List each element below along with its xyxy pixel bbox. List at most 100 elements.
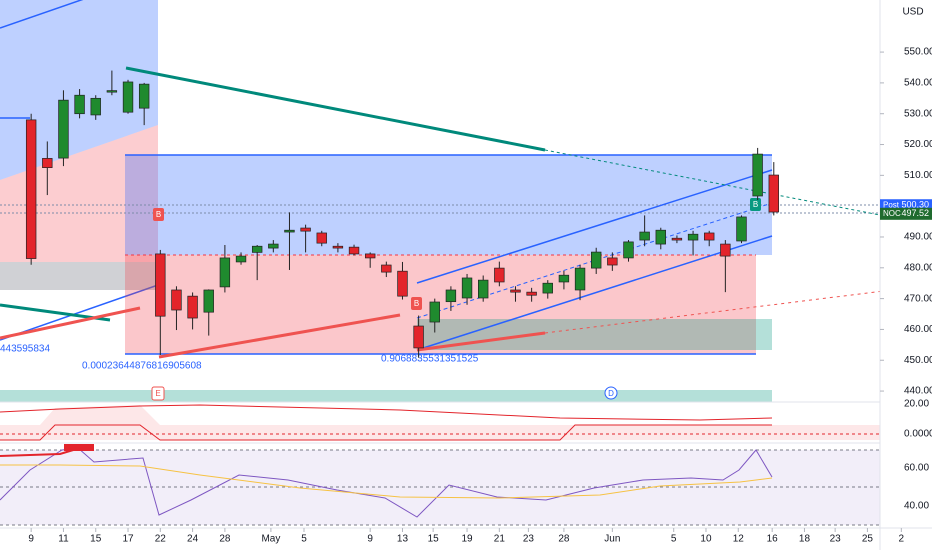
x-tick-label: 17 (122, 534, 134, 545)
x-tick-label: 9 (28, 534, 34, 545)
candle-body (364, 253, 376, 259)
event: E (155, 389, 160, 398)
candle-body (574, 267, 586, 291)
candle-body (704, 232, 715, 241)
x-tick-label: 25 (862, 534, 874, 545)
candle-body (639, 231, 650, 241)
x-tick-label: 10 (700, 534, 712, 545)
indicator-line (0, 424, 772, 441)
candle-body (768, 174, 779, 213)
x-tick-label: 12 (733, 534, 745, 545)
candle-body (752, 153, 763, 197)
candle-body (510, 289, 521, 293)
x-tick-label: 13 (397, 534, 409, 545)
x-tick-label: 5 (671, 534, 677, 545)
y-tick-label: 440.00 (904, 386, 932, 397)
x-tick-label: 16 (767, 534, 779, 545)
candle-body (171, 289, 182, 311)
y-tick-label: 450.00 (904, 355, 932, 366)
candle-body (25, 119, 37, 259)
price-axis (880, 0, 932, 550)
candle-body (316, 232, 327, 244)
candle-body (687, 233, 699, 241)
price-tag (880, 207, 932, 220)
price-tag-label: 500.30 (901, 200, 929, 210)
candle-body (607, 257, 618, 266)
candle-body (284, 229, 295, 233)
candle-body (268, 243, 279, 249)
x-tick-label: 21 (494, 534, 506, 545)
x-tick-label: 19 (461, 534, 473, 545)
x-tick-label: 2 (899, 534, 905, 545)
y-tick-label: 510.00 (904, 170, 932, 181)
x-tick-label: 28 (558, 534, 570, 545)
x-tick-label: 18 (799, 534, 811, 545)
indicator-line (0, 447, 773, 518)
candle-body (623, 241, 634, 259)
indicator-tick: 60.00 (904, 463, 929, 474)
candle-body (736, 216, 747, 242)
event: D (608, 389, 614, 398)
candle-body (219, 257, 231, 288)
candle-body (526, 291, 537, 296)
drawing-line (416, 169, 773, 284)
y-tick-label: 490.00 (904, 232, 932, 243)
signal-badge (411, 297, 422, 310)
candle-body (494, 267, 505, 283)
candle-body (542, 282, 553, 294)
candle-body (381, 264, 392, 273)
y-tick-label: 460.00 (904, 324, 932, 335)
event-badge (604, 386, 618, 400)
candle-body (251, 245, 263, 253)
y-tick-label: 530.00 (904, 108, 932, 119)
candle-body (332, 245, 344, 249)
x-tick-label: 28 (219, 534, 231, 545)
indicator-tick: 40.00 (904, 501, 929, 512)
x-tick-label: 23 (830, 534, 842, 545)
candle-body (655, 229, 666, 245)
candle-body (106, 90, 118, 93)
trend-line (0, 306, 141, 340)
currency: USD (902, 7, 923, 18)
x-tick-label: 15 (90, 534, 102, 545)
candle-body (42, 158, 53, 168)
trend-line (158, 313, 401, 359)
y-tick-label: 540.00 (904, 78, 932, 89)
zone (417, 319, 772, 350)
channel-fill (0, 125, 158, 262)
annotation: 0.9068835531351525 (381, 354, 479, 365)
y-tick-label: 480.00 (904, 262, 932, 273)
indicator-tick: 20.00 (904, 399, 929, 410)
candle-body (203, 289, 214, 313)
signal-badge (750, 198, 761, 211)
candle-body (58, 99, 69, 159)
candle-body (671, 237, 683, 241)
x-tick-label: Jun (604, 534, 620, 545)
candle-body (122, 81, 134, 113)
candle-body (397, 270, 408, 297)
indicator-line (0, 464, 773, 499)
candle-body (235, 255, 247, 263)
candle-body (720, 243, 731, 257)
x-tick-label: 22 (155, 534, 167, 545)
candle-body (74, 94, 85, 115)
channel-fill (0, 0, 158, 180)
indicator-fill (0, 405, 880, 440)
trend-line (416, 331, 546, 352)
x-tick-label: 5 (301, 534, 307, 545)
price-tag-label: 497.52 (901, 208, 929, 218)
candle-body (300, 227, 311, 232)
y-tick-label: 520.00 (904, 139, 932, 150)
x-tick-label: 23 (523, 534, 535, 545)
x-tick-label: May (261, 534, 280, 545)
x-tick-label: 15 (428, 534, 440, 545)
candle-body (138, 83, 150, 109)
signal: B (156, 210, 161, 219)
indicator-tick: 0.0000 (904, 429, 932, 440)
zone (125, 255, 756, 354)
event-badge (151, 386, 165, 401)
indicator-badge (64, 444, 94, 451)
candle-body (155, 253, 166, 317)
x-tick-label: 24 (187, 534, 199, 545)
